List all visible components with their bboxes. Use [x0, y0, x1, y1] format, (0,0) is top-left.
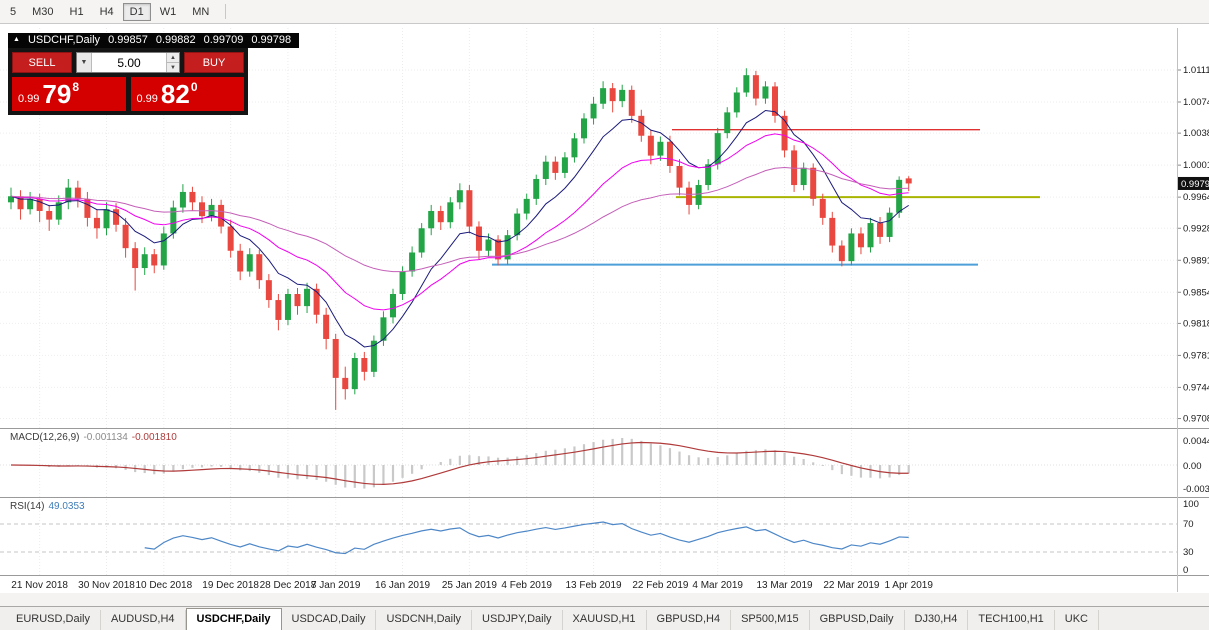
- sell-price-prefix: 0.99: [18, 93, 40, 105]
- svg-text:0.00: 0.00: [1183, 461, 1202, 472]
- rsi-name: RSI(14): [10, 501, 45, 512]
- timeframe-button-h1[interactable]: H1: [69, 5, 84, 18]
- chart-tab-usdchf-daily[interactable]: USDCHF,Daily: [185, 608, 282, 630]
- svg-text:0.99640: 0.99640: [1183, 192, 1209, 203]
- svg-text:0.99280: 0.99280: [1183, 223, 1209, 234]
- svg-text:70: 70: [1183, 519, 1194, 530]
- timeframe-button-w1[interactable]: W1: [159, 5, 177, 18]
- chart-tab-usdcnh-daily[interactable]: USDCNH,Daily: [376, 610, 473, 630]
- timeframe-toolbar: 5 M30 H1 H4 D1 W1 MN: [0, 0, 1209, 24]
- volume-dropdown-icon[interactable]: ▼: [77, 53, 92, 72]
- svg-text:0.004487: 0.004487: [1183, 436, 1209, 447]
- buy-button[interactable]: BUY: [184, 52, 244, 73]
- svg-text:0.98180: 0.98180: [1183, 318, 1209, 329]
- buy-price-sup: 0: [190, 80, 198, 94]
- timeframe-button-m30[interactable]: M30: [32, 5, 54, 18]
- svg-text:0.98540: 0.98540: [1183, 287, 1209, 298]
- timeframe-button-h4[interactable]: H4: [99, 5, 114, 18]
- chart-tab-dj30-h4[interactable]: DJ30,H4: [905, 610, 969, 630]
- chart-tab-usdjpy-daily[interactable]: USDJPY,Daily: [472, 610, 563, 630]
- macd-name: MACD(12,26,9): [10, 432, 80, 443]
- chart-window: 1.011101.007401.003801.000100.996400.992…: [0, 24, 1209, 606]
- svg-text:0: 0: [1183, 565, 1188, 576]
- svg-text:4 Mar 2019: 4 Mar 2019: [692, 580, 743, 591]
- chart-tab-xauusd-h1[interactable]: XAUUSD,H1: [563, 610, 647, 630]
- chart-tab-gbpusd-daily[interactable]: GBPUSD,Daily: [810, 610, 905, 630]
- chart-tab-audusd-h4[interactable]: AUDUSD,H4: [101, 610, 186, 630]
- ohlc-high: 0.99882: [155, 34, 196, 46]
- chart-tab-gbpusd-h4[interactable]: GBPUSD,H4: [647, 610, 732, 630]
- ohlc-low: 0.99709: [203, 34, 244, 46]
- toolbar-separator: [225, 4, 227, 19]
- sell-price-sup: 8: [72, 80, 80, 94]
- buy-price-big: 82: [160, 79, 190, 109]
- svg-text:0.98910: 0.98910: [1183, 255, 1209, 266]
- svg-text:22 Mar 2019: 22 Mar 2019: [823, 580, 880, 591]
- svg-text:22 Feb 2019: 22 Feb 2019: [632, 580, 689, 591]
- svg-text:1.01110: 1.01110: [1183, 65, 1209, 76]
- rsi-value: 49.0353: [48, 501, 85, 512]
- svg-text:10 Dec 2018: 10 Dec 2018: [135, 580, 192, 591]
- chart-tab-eurusd-daily[interactable]: EURUSD,Daily: [6, 610, 101, 630]
- chart-tab-usdcad-daily[interactable]: USDCAD,Daily: [282, 610, 377, 630]
- sell-price-big: 79: [42, 79, 72, 109]
- svg-text:13 Feb 2019: 13 Feb 2019: [565, 580, 622, 591]
- chart-ohlc-header: ▲ USDCHF,Daily 0.99857 0.99882 0.99709 0…: [8, 33, 300, 48]
- svg-text:1.00010: 1.00010: [1183, 160, 1209, 171]
- collapse-panel-icon[interactable]: ▲: [13, 36, 20, 43]
- svg-text:1.00740: 1.00740: [1183, 97, 1209, 108]
- svg-text:19 Dec 2018: 19 Dec 2018: [202, 580, 259, 591]
- chart-tab-sp500-m15[interactable]: SP500,M15: [731, 610, 810, 630]
- chart-canvas[interactable]: 1.011101.007401.003801.000100.996400.992…: [0, 24, 1209, 606]
- buy-price-prefix: 0.99: [136, 93, 158, 105]
- svg-text:4 Feb 2019: 4 Feb 2019: [501, 580, 552, 591]
- timeframe-buttons: 5 M30 H1 H4 D1 W1 MN: [2, 2, 217, 21]
- macd-main-value: -0.001134: [83, 432, 128, 443]
- macd-signal-value: -0.001810: [131, 432, 177, 443]
- svg-text:0.97810: 0.97810: [1183, 350, 1209, 361]
- timeframe-button-d1[interactable]: D1: [122, 2, 151, 21]
- one-click-trade-panel: SELL ▼ 5.00 ▲ ▼ BUY 0.99 79 8 0.99 82 0: [8, 48, 248, 115]
- ohlc-close: 0.99798: [251, 34, 292, 46]
- sell-price-button[interactable]: 0.99 79 8: [12, 77, 126, 111]
- svg-text:7 Jan 2019: 7 Jan 2019: [311, 580, 361, 591]
- svg-text:21 Nov 2018: 21 Nov 2018: [11, 580, 68, 591]
- svg-text:28 Dec 2018: 28 Dec 2018: [260, 580, 317, 591]
- svg-text:-0.003883: -0.003883: [1183, 484, 1209, 495]
- svg-text:30: 30: [1183, 547, 1194, 558]
- volume-box: ▼ 5.00 ▲ ▼: [76, 52, 180, 73]
- chart-tabbar: EURUSD,Daily AUDUSD,H4 USDCHF,Daily USDCAD,…: [0, 606, 1209, 630]
- ohlc-open: 0.99857: [108, 34, 148, 46]
- svg-text:100: 100: [1183, 499, 1199, 510]
- chart-tab-ukc[interactable]: UKC: [1055, 610, 1099, 630]
- macd-indicator-label: MACD(12,26,9) -0.001134 -0.001810: [10, 432, 177, 443]
- volume-increase-icon[interactable]: ▲: [167, 53, 179, 63]
- volume-input[interactable]: 5.00: [117, 55, 141, 70]
- svg-text:25 Jan 2019: 25 Jan 2019: [442, 580, 497, 591]
- timeframe-button-mn[interactable]: MN: [192, 5, 210, 18]
- svg-text:0.97080: 0.97080: [1183, 414, 1209, 425]
- volume-stepper: ▲ ▼: [166, 53, 179, 72]
- svg-text:30 Nov 2018: 30 Nov 2018: [78, 580, 135, 591]
- svg-text:13 Mar 2019: 13 Mar 2019: [756, 580, 813, 591]
- svg-text:1.00380: 1.00380: [1183, 128, 1209, 139]
- sell-button[interactable]: SELL: [12, 52, 72, 73]
- volume-decrease-icon[interactable]: ▼: [167, 63, 179, 72]
- timeframe-button-5[interactable]: 5: [10, 5, 17, 18]
- buy-price-button[interactable]: 0.99 82 0: [130, 77, 244, 111]
- chart-tab-tech100-h1[interactable]: TECH100,H1: [968, 610, 1055, 630]
- svg-text:16 Jan 2019: 16 Jan 2019: [375, 580, 430, 591]
- rsi-indicator-label: RSI(14) 49.0353: [10, 501, 85, 512]
- svg-text:0.97440: 0.97440: [1183, 382, 1209, 393]
- chart-symbol-period: USDCHF,Daily: [27, 34, 101, 46]
- svg-text:1 Apr 2019: 1 Apr 2019: [885, 580, 934, 591]
- svg-text:0.99798: 0.99798: [1181, 179, 1209, 190]
